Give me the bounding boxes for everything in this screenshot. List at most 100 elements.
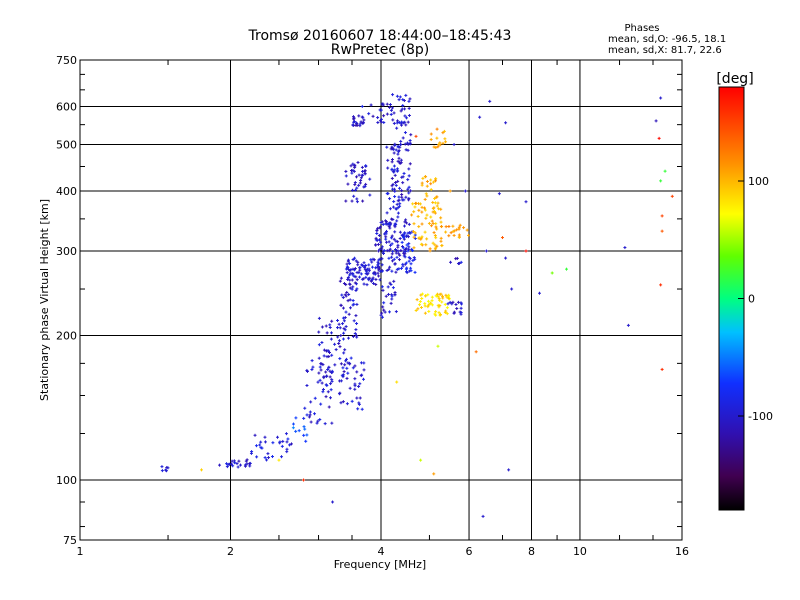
data-point <box>380 247 384 251</box>
data-point <box>447 234 451 238</box>
data-point <box>320 341 324 345</box>
data-point <box>341 400 345 404</box>
data-point <box>660 367 664 371</box>
data-point <box>335 326 339 330</box>
data-point <box>435 136 439 140</box>
data-point <box>389 108 393 112</box>
data-point <box>358 122 362 126</box>
data-point <box>346 361 350 365</box>
data-point <box>481 514 485 518</box>
data-point <box>389 282 393 286</box>
data-point <box>449 231 453 235</box>
x-tick-label: 4 <box>378 545 385 558</box>
data-point <box>430 299 434 303</box>
data-point <box>380 285 384 289</box>
data-point <box>429 224 433 228</box>
data-point <box>354 121 358 125</box>
data-point <box>424 294 428 298</box>
data-point <box>403 220 407 224</box>
data-point <box>393 173 397 177</box>
data-point <box>340 293 344 297</box>
data-point <box>389 147 393 151</box>
data-point <box>420 222 424 226</box>
data-point <box>345 376 349 380</box>
data-point <box>437 207 441 211</box>
data-point <box>402 99 406 103</box>
data-point <box>357 384 361 388</box>
data-point <box>363 171 367 175</box>
data-point <box>351 273 355 277</box>
x-tick-label: 10 <box>573 545 587 558</box>
data-point <box>399 161 403 165</box>
chart-header: Tromsø 20160607 18:44:00–18:45:43 RwPret… <box>248 23 727 58</box>
data-point <box>354 289 358 293</box>
data-point <box>342 319 346 323</box>
data-point <box>404 195 408 199</box>
data-point <box>374 282 378 286</box>
data-point <box>322 375 326 379</box>
data-point <box>439 216 443 220</box>
data-point <box>357 271 361 275</box>
data-point <box>401 98 405 102</box>
data-point <box>336 335 340 339</box>
data-point <box>423 206 427 210</box>
data-point <box>399 139 403 143</box>
data-point <box>395 94 399 98</box>
data-point <box>160 469 164 473</box>
data-point <box>394 181 398 185</box>
data-point <box>339 401 343 405</box>
data-point <box>275 435 279 439</box>
data-point <box>420 181 424 185</box>
data-point <box>380 257 384 261</box>
data-point <box>374 266 378 270</box>
data-point <box>381 288 385 292</box>
data-point <box>390 234 394 238</box>
y-axis-label: Stationary phase Virtual Height [km] <box>38 199 51 401</box>
data-point <box>363 268 367 272</box>
y-tick-label: 300 <box>56 245 77 258</box>
data-point <box>377 266 381 270</box>
data-point <box>281 439 285 443</box>
colorbar-tick-label: 100 <box>748 175 769 188</box>
data-point <box>392 257 396 261</box>
data-point <box>263 435 267 439</box>
data-point <box>433 247 437 251</box>
data-point <box>423 311 427 315</box>
data-point <box>383 310 387 314</box>
data-point <box>438 304 442 308</box>
data-point <box>305 369 309 373</box>
data-point <box>396 159 400 163</box>
data-point <box>398 186 402 190</box>
data-point <box>670 194 674 198</box>
data-point <box>433 197 437 201</box>
data-point <box>397 150 401 154</box>
data-point <box>341 322 345 326</box>
data-point <box>405 116 409 120</box>
data-point <box>302 416 306 420</box>
x-axis-label: Frequency [MHz] <box>334 558 426 571</box>
data-point <box>395 207 399 211</box>
data-point <box>431 222 435 226</box>
data-point <box>395 255 399 259</box>
data-point <box>434 146 438 150</box>
data-point <box>431 210 435 214</box>
data-point <box>565 267 569 271</box>
data-point <box>408 139 412 143</box>
data-point <box>407 198 411 202</box>
data-point <box>231 464 235 468</box>
data-point <box>350 287 354 291</box>
data-point <box>399 143 403 147</box>
data-point <box>165 469 169 473</box>
data-point <box>382 114 386 118</box>
data-point <box>423 230 427 234</box>
data-point <box>391 148 395 152</box>
data-point <box>412 235 416 239</box>
data-point <box>439 224 443 228</box>
data-point <box>396 179 400 183</box>
data-point <box>454 257 458 261</box>
data-point <box>379 313 383 317</box>
data-point <box>382 308 386 312</box>
data-point <box>452 311 456 315</box>
y-tick-label: 750 <box>56 54 77 67</box>
data-point <box>263 440 267 444</box>
